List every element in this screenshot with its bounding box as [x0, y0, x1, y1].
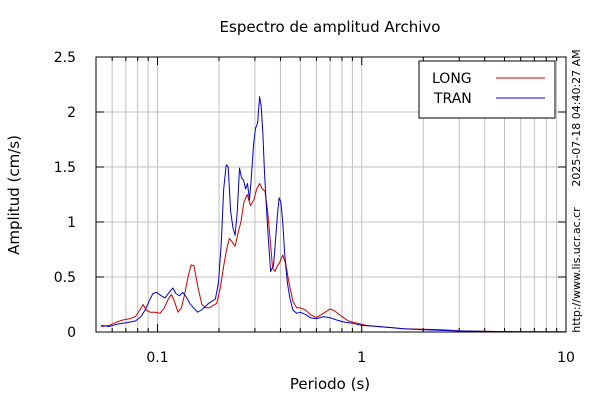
y-tick-label: 2	[67, 105, 76, 121]
legend-label-tran: TRAN	[433, 91, 472, 107]
y-tick-label: 1.5	[54, 160, 76, 176]
x-tick-label: 0.1	[146, 350, 168, 366]
x-tick-label: 1	[357, 350, 366, 366]
legend-box	[418, 60, 556, 119]
series-line-long	[101, 183, 567, 333]
chart-title: Espectro de amplitud Archivo	[220, 18, 441, 36]
source-url-label: http://www.lis.ucr.ac.cr	[570, 207, 583, 333]
x-tick-label: 10	[557, 350, 575, 366]
y-tick-label: 2.5	[54, 50, 76, 66]
y-tick-label: 1	[67, 215, 76, 231]
legend-label-long: LONG	[432, 71, 472, 87]
x-axis-ticks: 0.1 1 10	[111, 57, 575, 366]
series-line-tran	[101, 96, 567, 333]
y-tick-label: 0.5	[54, 270, 76, 286]
y-tick-label: 0	[67, 325, 76, 341]
plot-frame	[95, 56, 567, 333]
x-axis-label: Periodo (s)	[290, 375, 370, 393]
series-lines	[101, 96, 567, 333]
y-axis-ticks: 0 0.5 1 1.5 2 2.5	[54, 50, 566, 341]
grid-lines	[96, 57, 566, 332]
legend: LONG TRAN	[418, 60, 556, 119]
y-axis-label: Amplitud (cm/s)	[5, 135, 23, 255]
timestamp-label: 2025-07-18 04:40:27 AM	[570, 49, 583, 186]
